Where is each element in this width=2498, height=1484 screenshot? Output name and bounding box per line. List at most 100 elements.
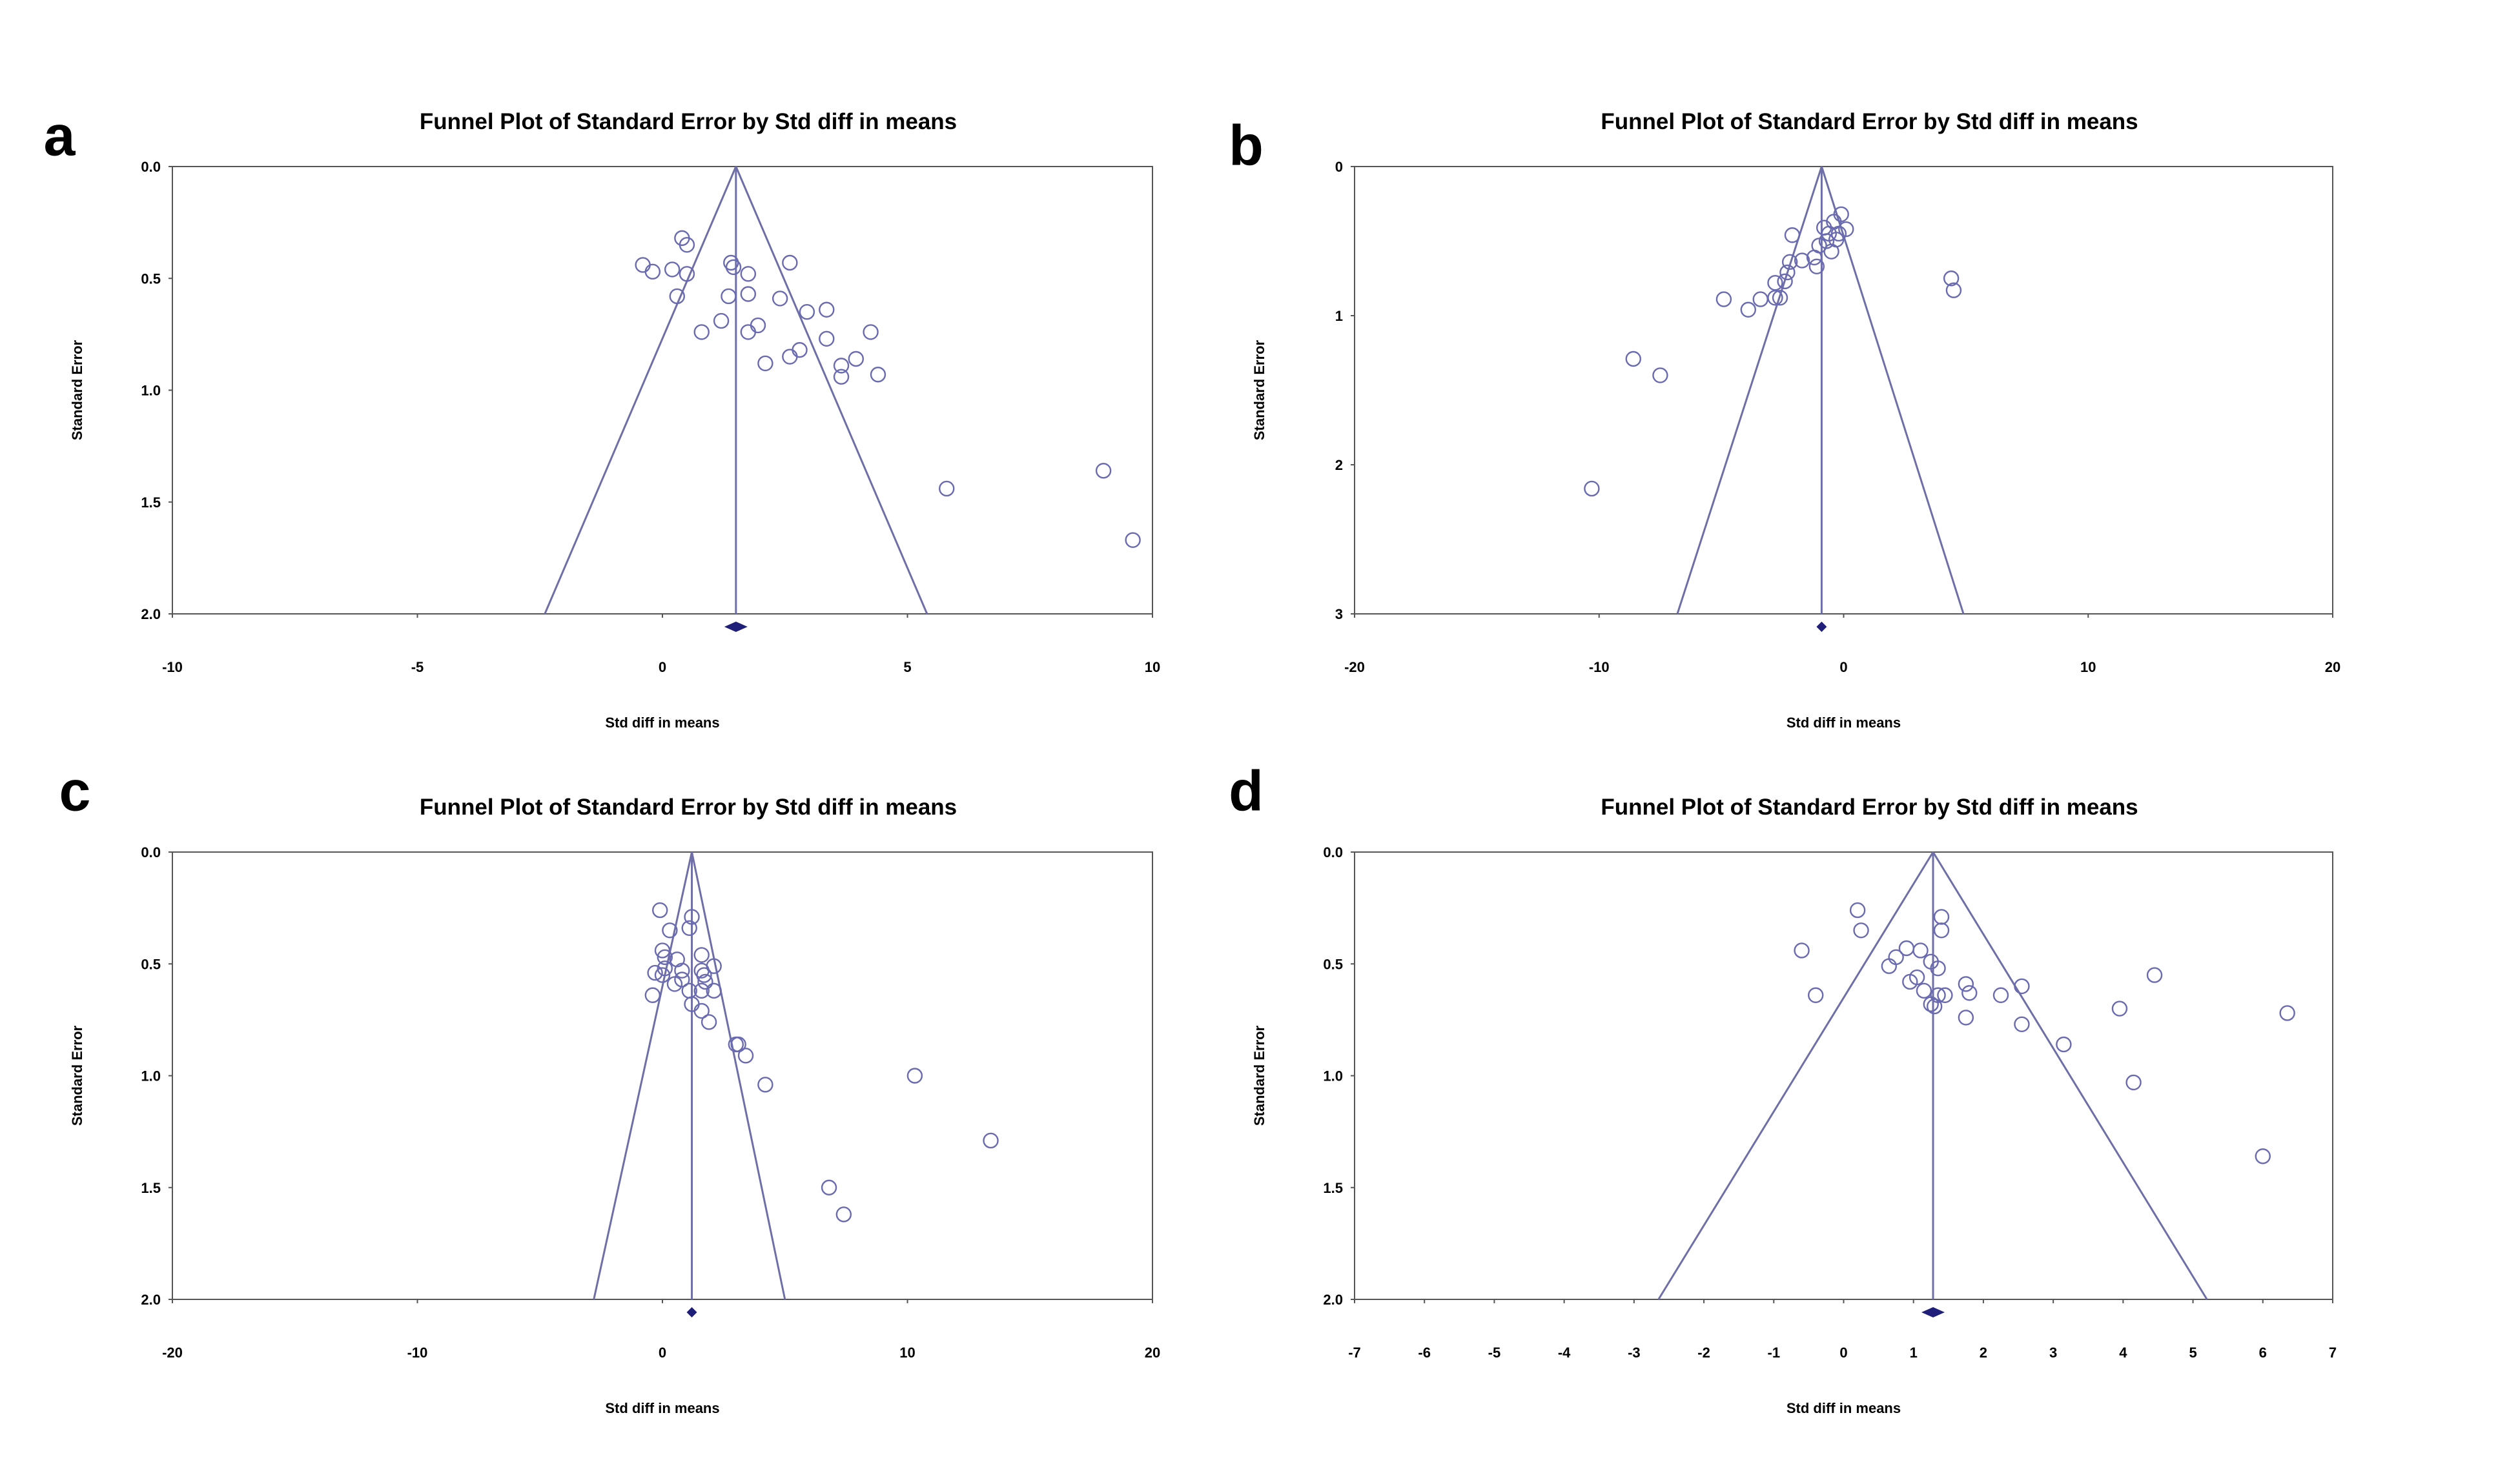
x-tick-label: 0 (659, 659, 666, 675)
study-point (2255, 1148, 2271, 1164)
study-point (750, 317, 766, 334)
study-point (863, 324, 879, 340)
study-point (2111, 1001, 2128, 1017)
y-tick-label: 1.0 (141, 383, 161, 399)
x-axis-label: Std diff in means (1786, 1400, 1901, 1416)
y-tick-label: 0.0 (141, 159, 161, 175)
study-point (654, 967, 671, 983)
study-point (1958, 1010, 1974, 1026)
y-tick-label: 2 (1335, 457, 1343, 473)
pooled-diamond (1816, 622, 1827, 632)
funnel-left-line (1657, 851, 1934, 1300)
pooled-diamond (724, 622, 748, 632)
x-tick-label: 0 (1839, 659, 1847, 675)
study-point (833, 358, 850, 374)
study-point (706, 982, 722, 999)
study-point (2279, 1005, 2295, 1021)
study-point (730, 1036, 746, 1053)
y-axis-label: Standard Error (69, 340, 85, 440)
panel-letter: a (44, 103, 76, 167)
study-point (1888, 949, 1904, 966)
y-axis-label: Standard Error (1251, 340, 1267, 440)
study-point (782, 254, 798, 271)
study-point (740, 266, 757, 282)
x-tick-label: -4 (1558, 1345, 1571, 1361)
study-point (1794, 252, 1810, 269)
study-point (1740, 301, 1756, 318)
study-point (819, 330, 835, 347)
funnel-right-line (735, 166, 928, 615)
x-tick-label: 3 (2049, 1345, 2057, 1361)
y-tick-label: 0.0 (1323, 844, 1343, 860)
study-point (1958, 976, 1974, 992)
x-tick-label: 5 (2189, 1345, 2196, 1361)
study-point (906, 1068, 923, 1084)
y-tick-label: 0.5 (1323, 956, 1343, 972)
study-point (870, 367, 886, 383)
funnel-right-line (1932, 851, 2208, 1300)
y-tick-label: 2.0 (141, 1292, 161, 1308)
study-point (1818, 233, 1835, 249)
funnel-plot-b: b Funnel Plot of Standard Error by Std di… (1229, 109, 2340, 731)
study-point (740, 286, 757, 302)
study-point (1808, 987, 1824, 1003)
x-tick-label: -6 (1418, 1345, 1431, 1361)
study-point (1849, 902, 1866, 919)
study-point (664, 261, 681, 278)
study-point (701, 1014, 717, 1030)
chart-title: Funnel Plot of Standard Error by Std dif… (420, 795, 957, 820)
study-point (737, 1048, 754, 1064)
study-point (697, 973, 713, 990)
panel-letter: d (1229, 758, 1264, 822)
study-point (833, 369, 850, 385)
study-point (2056, 1036, 2072, 1053)
study-point (647, 964, 663, 981)
y-axis-label: Standard Error (69, 1025, 85, 1126)
study-point (1933, 922, 1950, 939)
study-point (1926, 998, 1943, 1015)
study-point (848, 351, 865, 367)
x-tick-label: -20 (162, 1345, 183, 1361)
study-point (654, 942, 671, 959)
funnel-plot-c: c Funnel Plot of Standard Error by Std di… (59, 758, 1161, 1416)
study-point (725, 259, 742, 276)
study-point (1912, 942, 1929, 959)
funnel-plot-a: a Funnel Plot of Standard Error by Std di… (44, 103, 1161, 731)
study-point (1777, 273, 1793, 290)
chart-title: Funnel Plot of Standard Error by Std dif… (1601, 795, 2138, 820)
study-point (1838, 221, 1854, 238)
study-point (1833, 206, 1849, 223)
study-point (1781, 254, 1798, 270)
funnel-plot-d: d Funnel Plot of Standard Error by Std di… (1229, 758, 2337, 1416)
study-point (1933, 909, 1950, 925)
y-tick-label: 3 (1335, 606, 1343, 622)
study-point (1853, 922, 1869, 939)
study-point (1930, 960, 1946, 977)
y-tick-label: 1.5 (141, 1180, 161, 1196)
study-point (684, 909, 700, 925)
panel-letter: b (1229, 113, 1264, 177)
study-point (674, 962, 690, 979)
study-point (662, 922, 678, 939)
study-point (1652, 367, 1668, 383)
study-point (681, 920, 697, 937)
x-tick-label: 1 (1910, 1345, 1918, 1361)
x-tick-label: 2 (1980, 1345, 1987, 1361)
study-point (666, 976, 683, 992)
study-point (1767, 274, 1783, 291)
funnel-right-line (1820, 166, 1965, 615)
x-tick-label: 4 (2119, 1345, 2127, 1361)
pooled-diamond (1921, 1307, 1945, 1317)
study-point (2014, 978, 2030, 995)
study-point (835, 1206, 852, 1223)
x-tick-label: -10 (407, 1345, 428, 1361)
y-tick-label: 1.5 (141, 494, 161, 511)
x-tick-label: -2 (1697, 1345, 1710, 1361)
study-point (2146, 967, 2163, 983)
study-point (696, 967, 712, 983)
study-point (1625, 351, 1641, 367)
x-tick-label: 5 (903, 659, 911, 675)
x-tick-label: 10 (899, 1345, 915, 1361)
study-point (679, 237, 695, 253)
study-point (652, 902, 668, 919)
